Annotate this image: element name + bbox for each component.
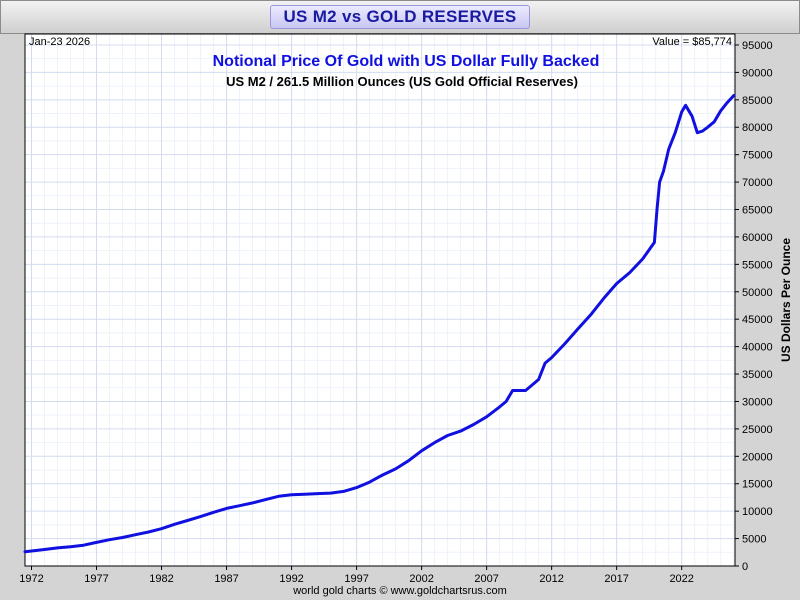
y-tick-label: 85000 xyxy=(742,95,773,107)
y-tick-label: 90000 xyxy=(742,67,773,79)
x-tick-label: 2002 xyxy=(409,573,433,585)
y-tick-label: 65000 xyxy=(742,205,773,217)
x-tick-label: 1987 xyxy=(214,573,238,585)
x-tick-label: 1972 xyxy=(19,573,43,585)
y-tick-label: 60000 xyxy=(742,232,773,244)
chart-subtitle: US M2 / 261.5 Million Ounces (US Gold Of… xyxy=(226,74,578,89)
y-tick-label: 55000 xyxy=(742,259,773,271)
x-tick-label: 1982 xyxy=(149,573,173,585)
y-tick-label: 5000 xyxy=(742,534,766,546)
x-tick-label: 1992 xyxy=(279,573,303,585)
y-tick-label: 40000 xyxy=(742,342,773,354)
title-bar: US M2 vs GOLD RESERVES xyxy=(0,0,800,34)
y-tick-label: 50000 xyxy=(742,287,773,299)
y-tick-label: 95000 xyxy=(742,40,773,52)
value-label: Value = $85,774 xyxy=(652,36,732,48)
y-tick-label: 80000 xyxy=(742,122,773,134)
date-label: Jan-23 2026 xyxy=(29,36,90,48)
x-tick-label: 1997 xyxy=(344,573,368,585)
x-tick-label: 2022 xyxy=(669,573,693,585)
y-axis-title: US Dollars Per Ounce xyxy=(779,238,793,362)
y-tick-label: 20000 xyxy=(742,451,773,463)
y-tick-label: 30000 xyxy=(742,396,773,408)
y-tick-label: 15000 xyxy=(742,479,773,491)
x-tick-label: 2007 xyxy=(474,573,498,585)
x-tick-label: 2017 xyxy=(604,573,628,585)
x-tick-label: 1977 xyxy=(84,573,108,585)
x-axis: 1972 1977 1982 1987 1992 1997 2002 2007 2012 2017… xyxy=(19,566,694,585)
y-axis: 0 5000 10000 15000 20000 25000 30000 35000 40000… xyxy=(735,40,773,573)
x-tick-label: 2012 xyxy=(539,573,563,585)
y-tick-label: 45000 xyxy=(742,314,773,326)
plot-frame xyxy=(24,33,736,567)
source-credit: world gold charts © www.goldchartsrus.co… xyxy=(292,585,507,597)
series-line-0 xyxy=(23,94,736,554)
chart-title: Notional Price Of Gold with US Dollar Fu… xyxy=(213,53,600,70)
y-tick-label: 75000 xyxy=(742,150,773,162)
chart-window-title: US M2 vs GOLD RESERVES xyxy=(270,5,530,29)
series-layer xyxy=(23,94,736,554)
y-tick-label: 25000 xyxy=(742,424,773,436)
y-tick-label: 0 xyxy=(742,561,748,573)
y-tick-label: 70000 xyxy=(742,177,773,189)
y-tick-label: 10000 xyxy=(742,506,773,518)
y-tick-label: 35000 xyxy=(742,369,773,381)
